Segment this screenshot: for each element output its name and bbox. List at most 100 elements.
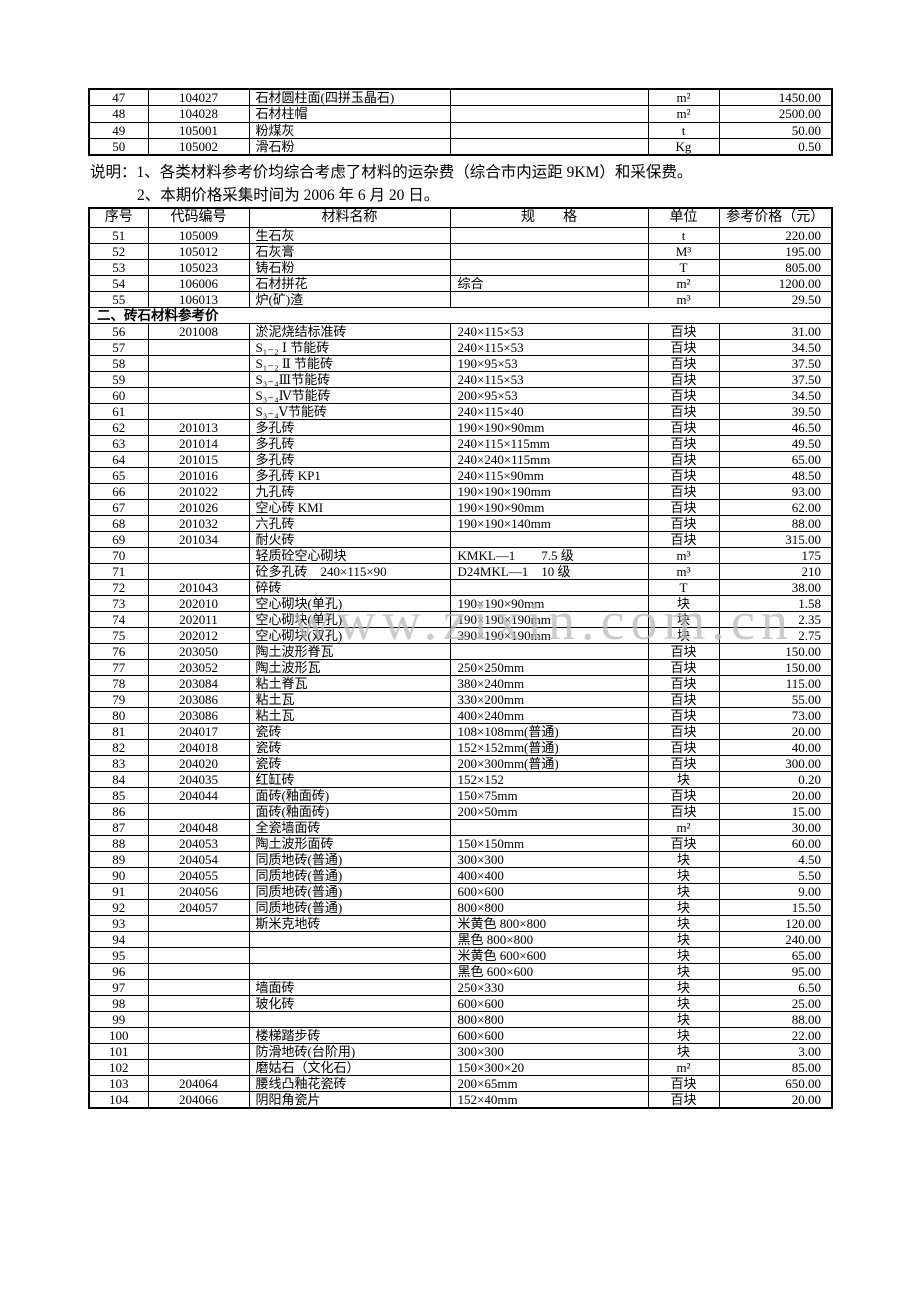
price-table-main-body: 51 105009 生石灰 t 220.00 52 105012 石灰膏 M³ 195.00 53 1… [88,226,833,1108]
cell-spec: 150×75mm [449,786,649,804]
cell-unit: 百块 [647,434,720,452]
cell-spec: 190×190×90mm [449,418,649,436]
cell-spec: 250×330 [449,978,649,996]
cell-spec: 330×200mm [449,690,649,708]
table-row: 99 800×800 块 88.00 [88,1010,833,1028]
cell-unit: m³ [647,290,720,308]
table-row: 94 黑色 800×800 块 240.00 [88,930,833,948]
cell-code: 105002 [147,138,250,156]
table-row: 52 105012 石灰膏 M³ 195.00 [88,242,833,260]
cell-price: 150.00 [718,658,833,676]
cell-code [147,978,250,996]
cell-price: 9.00 [718,882,833,900]
table-row: 104 204066 阴阳角瓷片 152×40mm 百块 20.00 [88,1090,833,1108]
cell-seq: 48 [88,105,149,123]
cell-spec: D24MKL—1 10 级 [449,562,649,580]
cell-code [147,562,250,580]
table-row: 80 203086 粘土瓦 400×240mm 百块 73.00 [88,706,833,724]
cell-price: 175 [718,546,833,564]
cell-name [248,946,451,964]
cell-seq: 88 [88,834,149,852]
cell-spec: 240×115×90mm [449,466,649,484]
cell-code: 201008 [147,322,250,340]
cell-seq: 85 [88,786,149,804]
cell-name: 腰线凸釉花瓷砖 [248,1074,451,1092]
cell-code: 203050 [147,642,250,660]
cell-code: 105001 [147,121,250,139]
cell-seq: 100 [88,1026,149,1044]
cell-seq: 94 [88,930,149,948]
cell-code: 105023 [147,258,250,276]
section-label: 二、砖石材料参考价 [88,306,833,324]
cell-spec: 152×152mm(普通) [449,738,649,756]
cell-price: 240.00 [718,930,833,948]
cell-price: 6.50 [718,978,833,996]
cell-code: 203084 [147,674,250,692]
table-row: 76 203050 陶土波形脊瓦 百块 150.00 [88,642,833,660]
note-line-1: 说明：1、各类材料参考价均综合考虑了材料的运杂费（综合市内运距 9KM）和采保费… [90,164,693,181]
cell-spec: 综合 [449,274,649,292]
table-row: 56 201008 淤泥烧结标准砖 240×115×53 百块 31.00 [88,322,833,340]
cell-price: 31.00 [718,322,833,340]
table-row: 71 砼多孔砖 240×115×90 D24MKL—1 10 级 m³ 210 [88,562,833,580]
cell-name: 陶土波形脊瓦 [248,642,451,660]
cell-spec: 600×600 [449,994,649,1012]
cell-unit: 百块 [647,786,720,804]
cell-name: S₁₋₂ Ⅰ 节能砖 [248,338,451,356]
cell-price: 65.00 [718,946,833,964]
cell-unit: 百块 [647,722,720,740]
cell-unit: m³ [647,562,720,580]
table-row: 78 203084 粘土脊瓦 380×240mm 百块 115.00 [88,674,833,692]
table-row: 97 墙面砖 250×330 块 6.50 [88,978,833,996]
table-row: 70 轻质砼空心砌块 KMKL—1 7.5 级 m³ 175 [88,546,833,564]
cell-seq: 47 [88,88,149,106]
table-row: 66 201022 九孔砖 190×190×190mm 百块 93.00 [88,482,833,500]
cell-code: 105012 [147,242,250,260]
table-row: 87 204048 全瓷墙面砖 m² 30.00 [88,818,833,836]
cell-name: 防滑地砖(台阶用) [248,1042,451,1060]
cell-price: 46.50 [718,418,833,436]
cell-name: 多孔砖 [248,450,451,468]
table-row: 60 S₃₋₄Ⅳ节能砖 200×95×53 百块 34.50 [88,386,833,404]
cell-seq: 64 [88,450,149,468]
cell-price: 15.50 [718,898,833,916]
cell-unit: 百块 [647,834,720,852]
cell-name: 瓷砖 [248,754,451,772]
cell-name: 九孔砖 [248,482,451,500]
cell-spec: 300×300 [449,850,649,868]
cell-spec [449,258,649,276]
cell-code [147,402,250,420]
cell-unit: 百块 [647,338,720,356]
cell-name: 粘土瓦 [248,690,451,708]
cell-spec: KMKL—1 7.5 级 [449,546,649,564]
table-row: 95 米黄色 600×600 块 65.00 [88,946,833,964]
cell-unit: 块 [647,626,720,644]
cell-code [147,962,250,980]
cell-unit: 块 [647,962,720,980]
cell-seq: 52 [88,242,149,260]
cell-spec: 190×190×140mm [449,514,649,532]
cell-unit: m³ [647,546,720,564]
table-row: 88 204053 陶土波形面砖 150×150mm 百块 60.00 [88,834,833,852]
cell-spec: 240×240×115mm [449,450,649,468]
cell-seq: 104 [88,1090,149,1108]
cell-spec [449,121,649,139]
cell-name [248,1010,451,1028]
cell-seq: 56 [88,322,149,340]
cell-name: 同质地砖(普通) [248,866,451,884]
cell-name: 瓷砖 [248,722,451,740]
cell-spec: 米黄色 800×800 [449,914,649,932]
cell-seq: 65 [88,466,149,484]
cell-spec: 390×190×190mm [449,626,649,644]
cell-code [147,802,250,820]
cell-seq: 77 [88,658,149,676]
cell-code [147,1026,250,1044]
cell-price: 29.50 [718,290,833,308]
cell-name: 轻质砼空心砌块 [248,546,451,564]
cell-code: 202010 [147,594,250,612]
cell-spec: 240×115×40 [449,402,649,420]
cell-seq: 75 [88,626,149,644]
cell-code: 201013 [147,418,250,436]
cell-code: 203052 [147,658,250,676]
